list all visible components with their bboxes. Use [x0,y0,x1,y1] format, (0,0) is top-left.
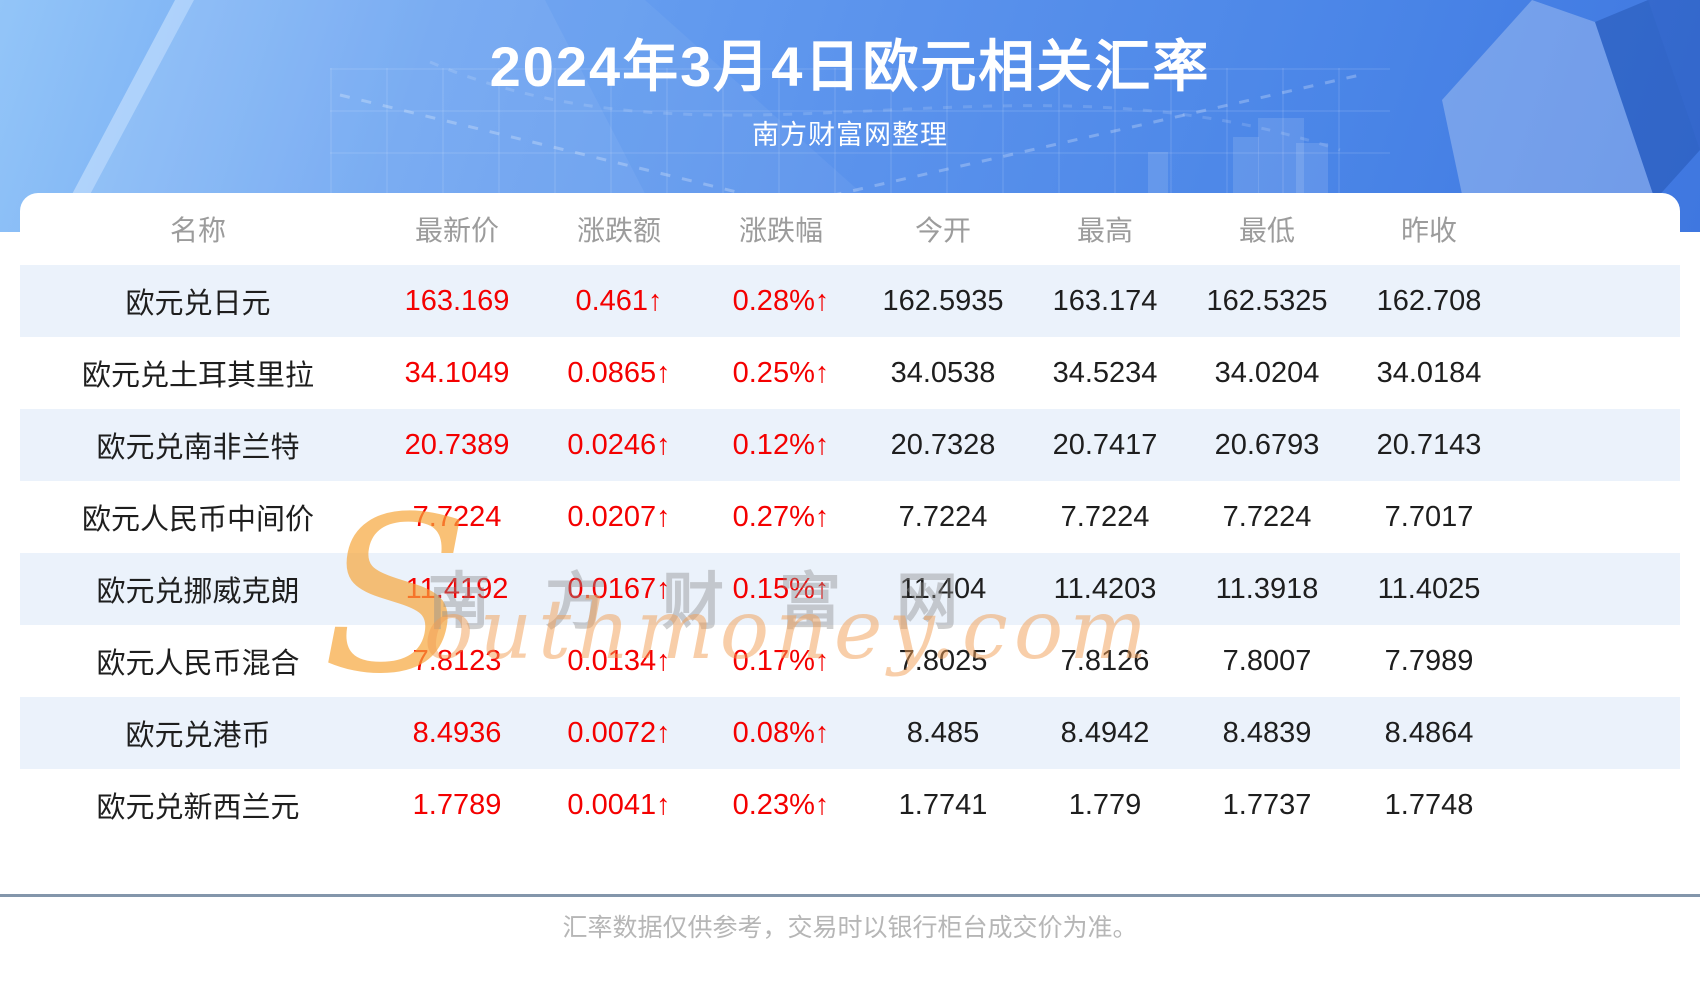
high-price-cell: 34.5234 [1052,356,1158,389]
low-price-cell: 7.7224 [1222,500,1312,533]
high-price-cell: 8.4942 [1060,716,1150,749]
change-percent-cell: 0.15%↑ [732,572,830,605]
open-price-cell: 11.404 [899,572,987,605]
latest-price-cell: 7.8123 [412,644,502,677]
change-amount-cell: 0.0207↑ [567,500,671,533]
latest-price-cell: 7.7224 [412,500,502,533]
column-header-prev-close: 昨收 [1400,215,1457,246]
prev-close-cell: 7.7989 [1384,644,1474,677]
latest-price-cell: 8.4936 [412,716,502,749]
pair-name-cell: 欧元兑土耳其里拉 [81,360,314,392]
low-price-cell: 162.5325 [1206,284,1328,317]
pair-name-cell: 欧元兑港币 [125,720,271,752]
column-header-name: 名称 [169,215,226,246]
pair-name-cell: 欧元兑新西兰元 [96,792,300,824]
open-price-cell: 34.0538 [890,356,996,389]
open-price-cell: 7.7224 [898,500,988,533]
prev-close-cell: 20.7143 [1376,428,1482,461]
table-body: 欧元兑日元 163.169 0.461↑ 0.28%↑ 162.5935 163… [20,265,1680,841]
column-header-latest: 最新价 [414,215,499,246]
change-percent-cell: 0.17%↑ [732,644,830,677]
low-price-cell: 7.8007 [1222,644,1312,677]
column-header-change: 涨跌额 [576,215,661,246]
open-price-cell: 20.7328 [890,428,996,461]
table-header-row: 名称 最新价 涨跌额 涨跌幅 今开 最高 最低 昨收 [20,193,1680,265]
column-header-high: 最高 [1076,215,1133,246]
pair-name-cell: 欧元人民币中间价 [81,504,314,536]
latest-price-cell: 1.7789 [412,788,502,821]
latest-price-cell: 11.4192 [405,572,509,605]
table-row: 欧元兑日元 163.169 0.461↑ 0.28%↑ 162.5935 163… [20,265,1680,337]
low-price-cell: 8.4839 [1222,716,1312,749]
table-row: 欧元兑港币 8.4936 0.0072↑ 0.08%↑ 8.485 8.4942… [20,697,1680,769]
high-price-cell: 20.7417 [1052,428,1158,461]
column-header-change-pct: 涨跌幅 [738,215,823,246]
high-price-cell: 11.4203 [1053,572,1157,605]
change-percent-cell: 0.25%↑ [732,356,830,389]
high-price-cell: 163.174 [1052,284,1158,317]
disclaimer-text: 汇率数据仅供参考，交易时以银行柜台成交价为准。 [562,914,1138,942]
prev-close-cell: 1.7748 [1384,788,1474,821]
change-amount-cell: 0.0167↑ [567,572,671,605]
prev-close-cell: 8.4864 [1384,716,1474,749]
change-percent-cell: 0.12%↑ [732,428,830,461]
high-price-cell: 7.7224 [1060,500,1150,533]
table-row: 欧元人民币混合 7.8123 0.0134↑ 0.17%↑ 7.8025 7.8… [20,625,1680,697]
faint-bar-decoration [1233,137,1259,199]
high-price-cell: 7.8126 [1060,644,1150,677]
high-price-cell: 1.779 [1068,788,1142,821]
table-row: 欧元人民币中间价 7.7224 0.0207↑ 0.27%↑ 7.7224 7.… [20,481,1680,553]
change-percent-cell: 0.28%↑ [732,284,830,317]
table-row: 欧元兑新西兰元 1.7789 0.0041↑ 0.23%↑ 1.7741 1.7… [20,769,1680,841]
prev-close-cell: 7.7017 [1384,500,1474,533]
low-price-cell: 11.3918 [1215,572,1319,605]
low-price-cell: 1.7737 [1222,788,1312,821]
table-row: 欧元兑挪威克朗 11.4192 0.0167↑ 0.15%↑ 11.404 11… [20,553,1680,625]
open-price-cell: 7.8025 [898,644,988,677]
footer-divider [0,894,1700,897]
prev-close-cell: 34.0184 [1376,356,1482,389]
page-title: 2024年3月4日欧元相关汇率 [489,35,1211,98]
table-row: 欧元兑土耳其里拉 34.1049 0.0865↑ 0.25%↑ 34.0538 … [20,337,1680,409]
low-price-cell: 20.6793 [1214,428,1320,461]
pair-name-cell: 欧元人民币混合 [96,648,300,680]
open-price-cell: 8.485 [906,716,980,749]
latest-price-cell: 34.1049 [404,356,510,389]
pair-name-cell: 欧元兑日元 [125,288,271,320]
latest-price-cell: 163.169 [404,284,510,317]
change-percent-cell: 0.08%↑ [732,716,830,749]
change-percent-cell: 0.27%↑ [732,500,830,533]
change-amount-cell: 0.0865↑ [567,356,671,389]
low-price-cell: 34.0204 [1214,356,1320,389]
rates-card: 名称 最新价 涨跌额 涨跌幅 今开 最高 最低 昨收 欧元兑日元 163.169… [20,193,1680,841]
pair-name-cell: 欧元兑南非兰特 [96,432,300,464]
faint-bar-decoration [1148,152,1168,204]
change-amount-cell: 0.0246↑ [567,428,671,461]
open-price-cell: 1.7741 [898,788,988,821]
open-price-cell: 162.5935 [882,284,1004,317]
column-header-open: 今开 [914,215,971,246]
prev-close-cell: 11.4025 [1377,572,1481,605]
change-amount-cell: 0.0041↑ [567,788,671,821]
change-amount-cell: 0.0072↑ [567,716,671,749]
change-amount-cell: 0.0134↑ [567,644,671,677]
change-percent-cell: 0.23%↑ [732,788,830,821]
prev-close-cell: 162.708 [1376,284,1482,317]
column-header-low: 最低 [1238,215,1295,246]
latest-price-cell: 20.7389 [404,428,510,461]
change-amount-cell: 0.461↑ [575,284,663,317]
page-subtitle: 南方财富网整理 [752,120,948,150]
pair-name-cell: 欧元兑挪威克朗 [96,576,300,608]
table-row: 欧元兑南非兰特 20.7389 0.0246↑ 0.12%↑ 20.7328 2… [20,409,1680,481]
